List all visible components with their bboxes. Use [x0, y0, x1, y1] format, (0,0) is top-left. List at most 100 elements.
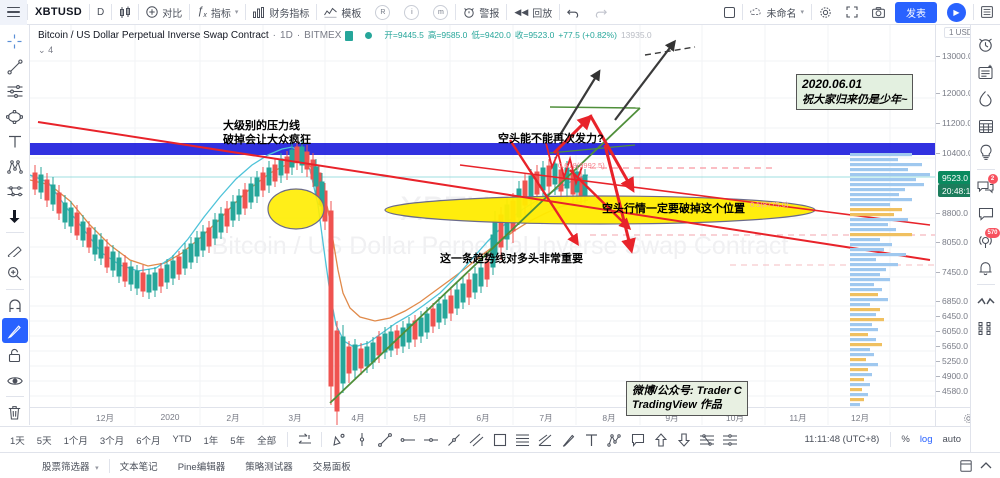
symbol-button[interactable]: XBTUSD [35, 6, 83, 18]
ellipse-icon[interactable] [2, 104, 28, 129]
save-layout-button[interactable]: 未命名 ▾ [743, 0, 811, 25]
financials-button[interactable]: 财务指标 [246, 0, 316, 25]
long-position-icon[interactable] [649, 430, 672, 450]
eye-icon[interactable] [2, 368, 28, 393]
timeframe-1d[interactable]: 1天 [10, 435, 25, 447]
date-range-icon[interactable] [293, 430, 316, 450]
short-position-icon[interactable] [672, 430, 695, 450]
legend-main-row[interactable]: Bitcoin / US Dollar Perpetual Inverse Sw… [38, 29, 652, 43]
trend-line-icon[interactable] [2, 54, 28, 79]
tab-pine-editor[interactable]: Pine编辑器 [177, 461, 226, 473]
timeframe-ytd[interactable]: YTD [172, 434, 192, 445]
timeframe-all[interactable]: 全部 [257, 435, 277, 447]
chart-style-button[interactable] [112, 0, 138, 25]
layout-i-button[interactable]: i [397, 0, 426, 25]
magnet-icon[interactable] [327, 430, 350, 450]
templates-button[interactable]: 模板 [317, 0, 368, 25]
snapshot-button[interactable] [865, 0, 892, 25]
fib-level-618: 0.618(9992.5) [558, 161, 605, 170]
text-icon[interactable] [580, 430, 603, 450]
timeframe-1y[interactable]: 1年 [203, 435, 219, 447]
chat-icon[interactable]: 2 [973, 173, 999, 200]
chart-canvas[interactable]: XBTUSD, 1D Bitcoin / US Dollar Perpetual… [30, 25, 970, 425]
lock-icon[interactable] [2, 343, 28, 368]
trend-line-icon[interactable] [373, 430, 396, 450]
divider [27, 4, 28, 20]
percent-scale-button[interactable]: % [901, 434, 910, 445]
arrow-down-icon[interactable] [2, 204, 28, 229]
divider [108, 458, 110, 473]
main-menu-button[interactable] [0, 0, 27, 25]
text-tool-icon[interactable] [2, 129, 28, 154]
objects-tree-icon[interactable] [973, 315, 999, 342]
trash-icon[interactable] [2, 400, 28, 425]
maximize-icon[interactable] [960, 459, 972, 472]
bear-arrow-up [552, 114, 593, 155]
calendar-icon[interactable] [973, 112, 999, 139]
cross-cursor-icon[interactable] [2, 29, 28, 54]
settings-button[interactable] [812, 0, 839, 25]
play-idea-button[interactable]: ▶ [940, 0, 973, 25]
timeframe-5y[interactable]: 5年 [230, 435, 246, 447]
log-scale-button[interactable]: log [919, 434, 933, 445]
vertical-line-icon[interactable] [350, 430, 373, 450]
divider [890, 432, 892, 447]
message-icon[interactable] [973, 200, 999, 227]
replay-button[interactable]: ◀◀ 回放 [507, 0, 559, 25]
watchlist-icon[interactable] [973, 58, 999, 85]
parallel-channel-icon[interactable] [465, 430, 488, 450]
brush-icon[interactable] [557, 430, 580, 450]
undo-button[interactable] [560, 0, 587, 25]
auto-scale-button[interactable]: auto [942, 434, 962, 445]
alarm-clock-icon[interactable] [973, 31, 999, 58]
broadcast-icon[interactable]: 570 [973, 227, 1000, 254]
price-axis[interactable]: 1 USD 13000.0 12000.0 11200.0 10400.0 95… [935, 25, 970, 425]
indicators-button[interactable]: ƒx 指标 ▾ [190, 0, 245, 25]
alert-button[interactable]: 警报 [456, 0, 506, 25]
magnet-icon[interactable] [2, 293, 28, 318]
measure-icon[interactable] [718, 430, 741, 450]
extended-line-icon[interactable] [442, 430, 465, 450]
pattern-icon[interactable] [603, 430, 626, 450]
chart-pattern-icon[interactable] [973, 288, 999, 315]
ideas-bulb-icon[interactable] [973, 139, 999, 166]
tab-text-notes[interactable]: 文本笔记 [119, 461, 158, 473]
fib-tool-icon[interactable] [695, 430, 718, 450]
chevron-up-icon[interactable] [980, 461, 992, 471]
layout-m-button[interactable]: m [426, 0, 455, 25]
redo-button[interactable] [587, 0, 614, 25]
financials-label: 财务指标 [269, 8, 310, 20]
notification-bell-icon[interactable] [973, 254, 999, 281]
drawing-mode-icon[interactable] [1, 318, 28, 343]
tab-strategy-tester[interactable]: 策略测试器 [245, 461, 293, 473]
legend-low: 低=9420.0 [471, 30, 511, 41]
compare-button[interactable]: 对比 [139, 0, 189, 25]
horizontal-lines-icon[interactable] [2, 79, 28, 104]
timeframe-3m[interactable]: 3个月 [99, 435, 125, 447]
tab-trading-panel[interactable]: 交易面板 [312, 461, 351, 473]
layout-r-button[interactable]: R [368, 0, 397, 25]
clock-label: 11:11:48 (UTC+8) [804, 434, 880, 445]
hot-list-icon[interactable] [973, 85, 999, 112]
legend-second-row[interactable]: ⌄ 4 [38, 44, 652, 56]
note-icon[interactable] [626, 430, 649, 450]
rectangle-icon[interactable] [488, 430, 511, 450]
tab-stock-screener[interactable]: 股票筛选器 ▾ [32, 455, 109, 477]
timeframe-5d[interactable]: 5天 [36, 435, 52, 447]
timeframe-6m[interactable]: 6个月 [136, 435, 161, 447]
alert-label: 警报 [479, 8, 500, 20]
publish-button[interactable]: 发表 [895, 1, 937, 23]
pitchfork-icon[interactable] [534, 430, 557, 450]
ray-icon[interactable] [396, 430, 419, 450]
pattern-icon[interactable] [2, 154, 28, 179]
forecast-icon[interactable] [2, 179, 28, 204]
interval-button[interactable]: D [97, 6, 105, 18]
measure-ruler-icon[interactable] [2, 236, 28, 261]
layout-select-button[interactable] [717, 0, 742, 25]
fullscreen-button[interactable] [839, 0, 865, 25]
side-panel-button[interactable] [974, 0, 1000, 25]
zoom-in-icon[interactable] [2, 261, 28, 286]
timeframe-1m[interactable]: 1个月 [63, 435, 88, 447]
arrow-icon[interactable] [419, 430, 442, 450]
fib-retracement-icon[interactable] [511, 430, 534, 450]
